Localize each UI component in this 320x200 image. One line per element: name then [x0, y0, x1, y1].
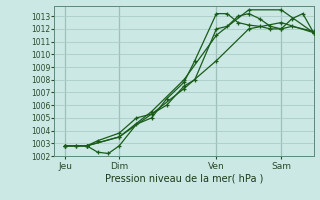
X-axis label: Pression niveau de la mer( hPa ): Pression niveau de la mer( hPa ): [105, 173, 263, 183]
